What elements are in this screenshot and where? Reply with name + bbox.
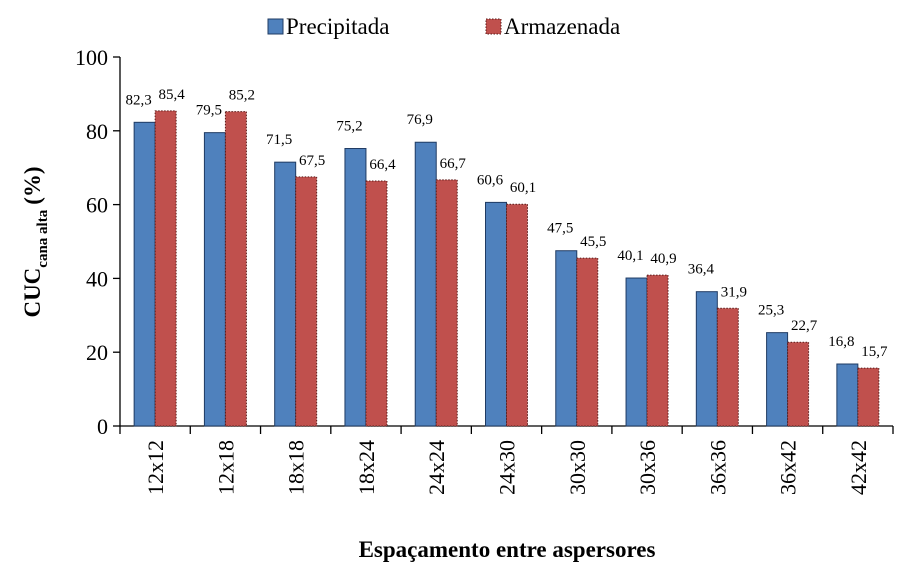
x-tick-label: 18x24 [354,440,379,495]
x-tick-label: 36x42 [776,440,801,495]
y-axis-label: CUCcana alta (%) [20,166,51,317]
bar [766,332,789,427]
bar [555,250,578,427]
value-label: 47,5 [547,221,573,237]
x-tick-label: 36x36 [705,440,730,495]
value-label: 22,7 [791,318,818,334]
bar [646,274,669,427]
x-tick-label: 24x30 [495,440,520,495]
legend-label: Armazenada [504,14,620,39]
legend-swatch [267,18,284,35]
value-label: 25,3 [758,303,784,319]
value-label: 60,6 [477,172,504,188]
bar [203,132,226,427]
value-label: 79,5 [196,103,222,119]
bar [695,291,718,427]
value-label: 40,1 [617,248,643,264]
value-label: 36,4 [688,262,715,278]
y-label-sub: cana alta [35,209,51,267]
bar [414,141,437,427]
value-label: 60,1 [510,180,536,196]
x-tick-label: 12x12 [143,440,168,495]
bar [344,148,367,427]
value-label: 71,5 [266,132,292,148]
value-label: 76,9 [407,112,433,128]
x-axis-label: Espaçamento entre aspersores [359,537,656,562]
bar [295,176,318,427]
value-label: 16,8 [828,334,854,350]
bar [625,277,648,427]
x-tick-label: 30x36 [635,440,660,495]
value-label: 85,2 [229,88,255,104]
value-label: 66,7 [440,156,467,172]
y-tick-label: 20 [86,340,108,365]
bar [365,180,388,427]
bar [787,341,810,427]
x-tick-label: 12x18 [213,440,238,495]
value-label: 45,5 [580,234,606,250]
y-tick-label: 0 [97,414,108,439]
bar [716,307,739,427]
legend-label: Precipitada [286,14,389,39]
bar [435,179,458,427]
x-tick-label: 18x18 [284,440,309,495]
value-label: 15,7 [861,344,888,360]
value-label: 67,5 [299,153,325,169]
y-tick-label: 80 [86,119,108,144]
y-tick-label: 100 [75,45,108,70]
value-label: 31,9 [721,284,747,300]
x-tick-label: 30x30 [565,440,590,495]
bar [576,257,599,427]
bar [224,111,247,427]
y-label-unit: (%) [20,166,45,204]
value-label: 40,9 [650,251,676,267]
value-label: 85,4 [159,87,186,103]
x-tick-label: 42x42 [846,440,871,495]
x-tick-label: 24x24 [424,440,449,495]
bar [133,121,156,427]
bar [485,201,507,427]
value-label: 66,4 [369,157,396,173]
y-label-main: CUC [20,268,45,318]
value-label: 82,3 [126,92,152,108]
bar [836,363,859,427]
bar [506,203,528,427]
bar [154,110,177,427]
value-label: 75,2 [336,119,362,135]
legend-swatch [485,18,502,35]
bar [274,161,297,427]
bar [857,367,880,427]
y-tick-label: 40 [86,266,108,291]
y-tick-label: 60 [86,193,108,218]
